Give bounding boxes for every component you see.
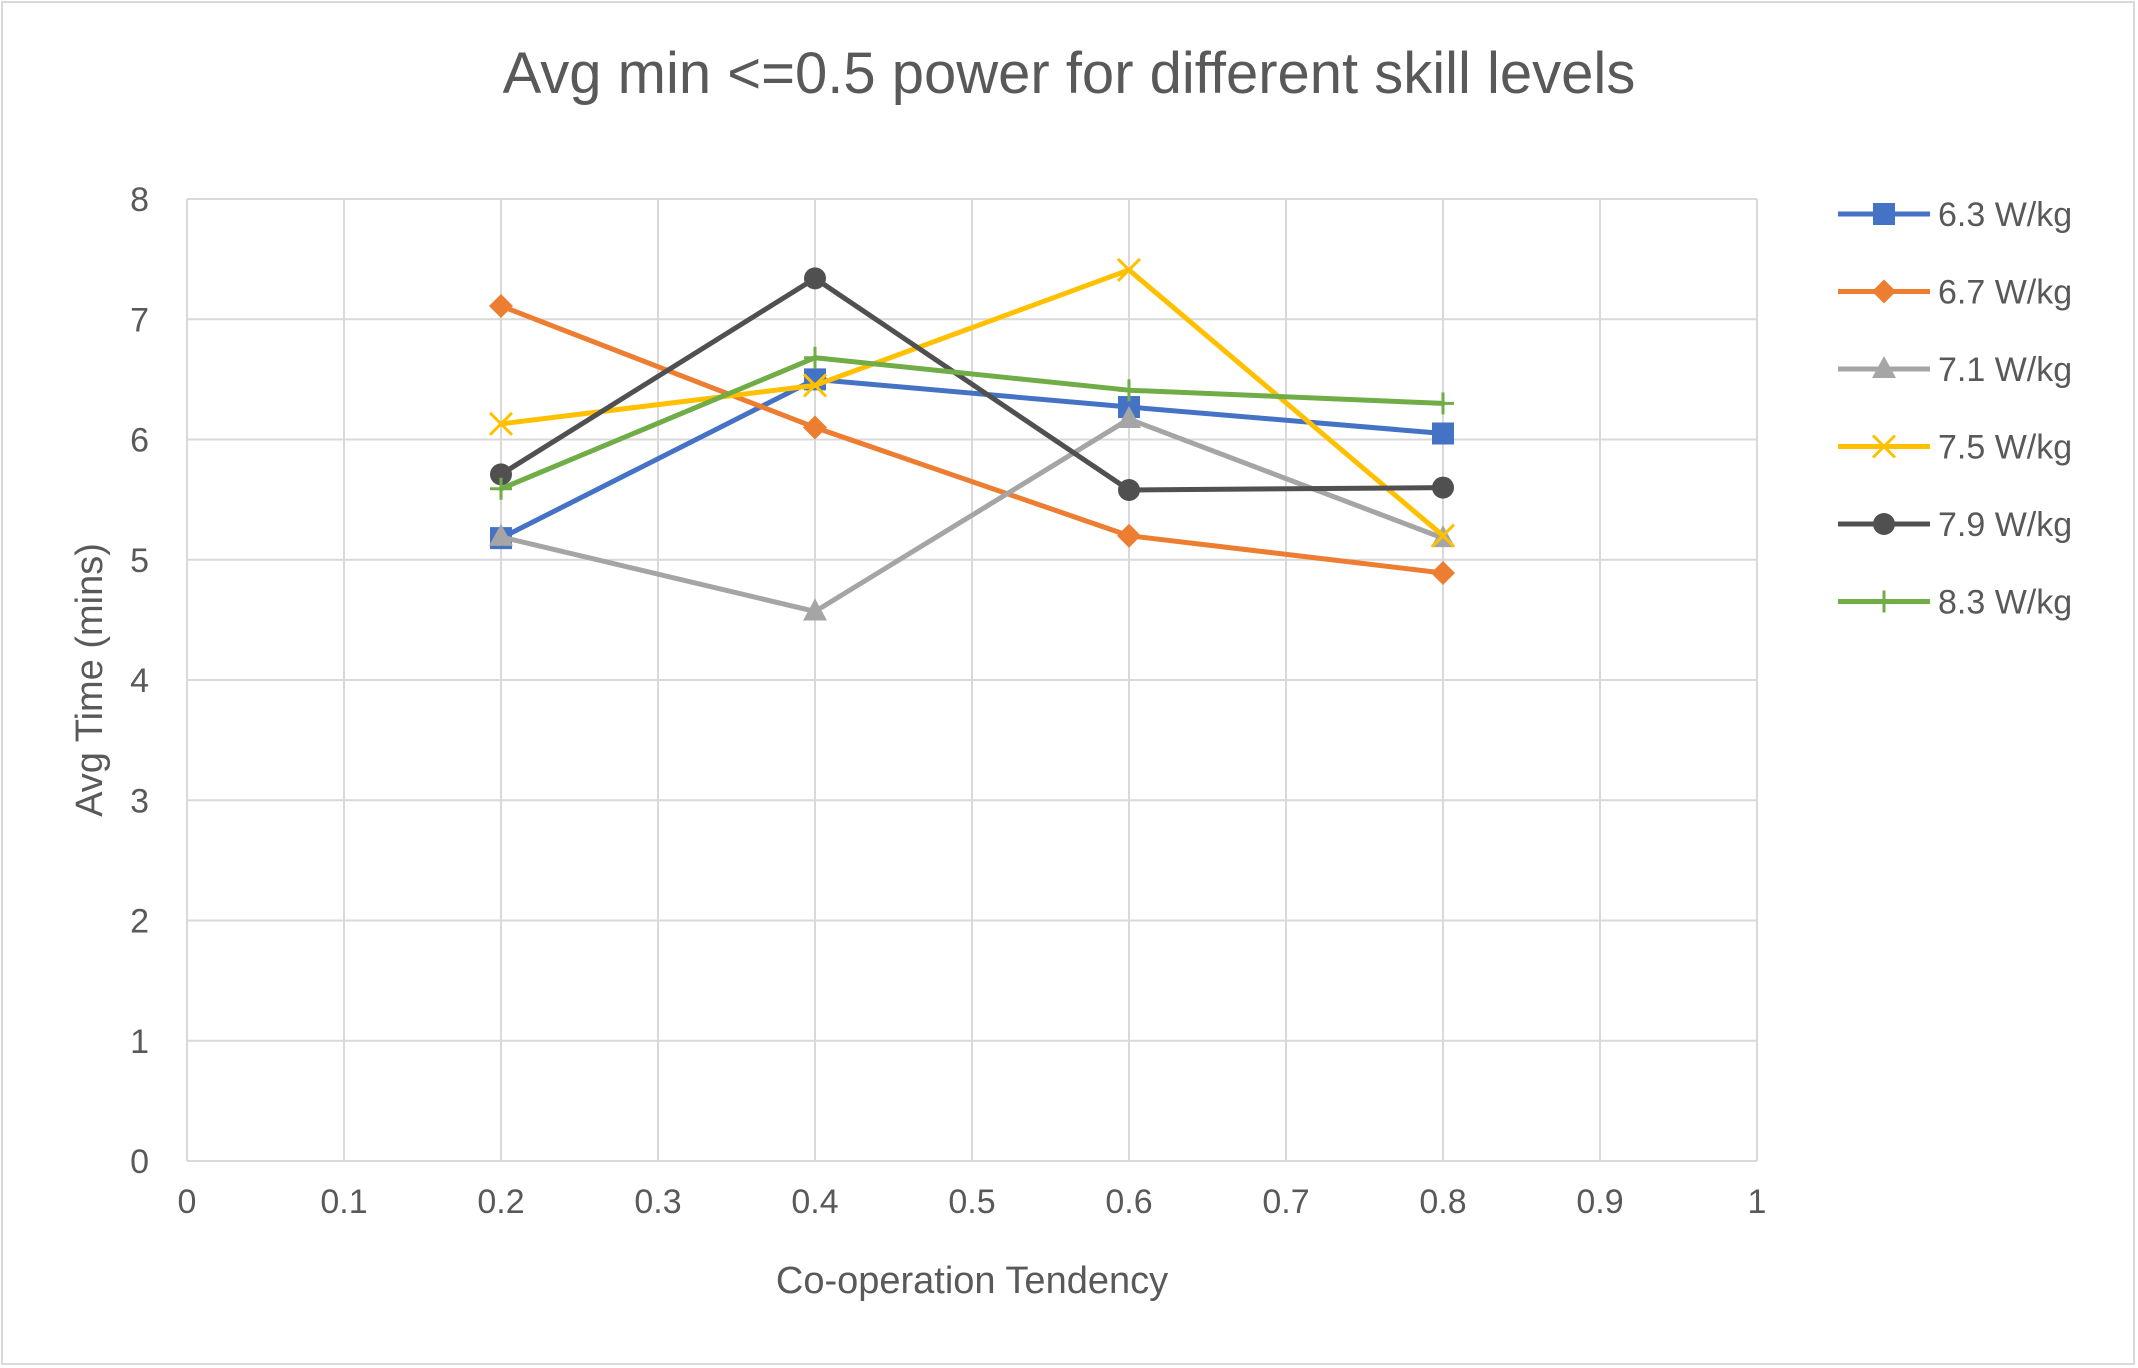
series-line (498, 303, 1446, 576)
data-point (804, 267, 826, 290)
data-point (1432, 476, 1454, 499)
data-point (489, 294, 513, 319)
data-point (490, 477, 512, 500)
series-6-7-w-kg (489, 294, 1455, 585)
x-tick-label: 1 (1748, 1183, 1767, 1221)
data-point (1117, 523, 1141, 548)
legend-marker (1872, 279, 1896, 304)
x-tick-label: 0.8 (1419, 1183, 1466, 1221)
legend-item: 7.9 W/kg (1838, 506, 2072, 544)
y-axis-title: Avg Time (mins) (69, 543, 111, 817)
x-tick-label: 0.6 (1105, 1183, 1152, 1221)
series-line (498, 275, 1446, 493)
y-tick-label: 4 (130, 662, 149, 700)
chart-title: Avg min <=0.5 power for different skill … (502, 41, 1636, 106)
x-tick-label: 0.2 (477, 1183, 524, 1221)
data-point (804, 346, 826, 369)
legend-item: 6.7 W/kg (1838, 274, 2072, 312)
y-tick-label: 3 (130, 782, 149, 820)
data-point (803, 415, 827, 440)
legend-label: 7.5 W/kg (1938, 429, 2072, 467)
legend-label: 6.3 W/kg (1938, 196, 2072, 234)
series-line (498, 376, 1446, 541)
x-tick-label: 0 (178, 1183, 197, 1221)
y-tick-label: 0 (130, 1143, 149, 1181)
x-axis-title: Co-operation Tendency (776, 1260, 1168, 1302)
y-tick-label: 7 (130, 301, 149, 339)
legend: 6.3 W/kg 6.7 W/kg 7.1 W/kg 7.5 W/kg 7.9 W/kg… (1838, 196, 2072, 622)
legend-marker (1873, 513, 1895, 535)
data-point (1118, 479, 1140, 502)
legend-marker (1873, 203, 1895, 225)
data-point (490, 463, 512, 486)
legend-item: 7.1 W/kg (1838, 351, 2072, 389)
x-tick-label: 0.3 (634, 1183, 681, 1221)
legend-marker (1871, 434, 1897, 459)
series-8-3-w-kg (490, 346, 1454, 500)
data-point (803, 598, 827, 621)
legend-item: 8.3 W/kg (1838, 584, 2072, 622)
y-tick-label: 8 (130, 181, 149, 219)
tick-labels: 0 1 2 3 4 5 6 7 8 0 0.1 0.2 0.3 0.4 0.5 0.6 0.7 0.8 0.9 1 (130, 181, 1766, 1221)
legend-label: 8.3 W/kg (1938, 584, 2072, 622)
data-point (1430, 523, 1456, 548)
data-point (1117, 406, 1141, 429)
data-point (1116, 257, 1142, 283)
legend-marker (1872, 356, 1896, 378)
legend-marker (1873, 590, 1895, 613)
series-line (498, 355, 1446, 492)
data-point (1118, 379, 1140, 402)
x-tick-label: 0.1 (320, 1183, 367, 1221)
x-tick-label: 0.4 (791, 1183, 838, 1221)
legend-item: 6.3 W/kg (1838, 196, 2072, 234)
legend-label: 6.7 W/kg (1938, 274, 2072, 312)
y-tick-label: 6 (130, 422, 149, 460)
y-tick-label: 5 (130, 542, 149, 580)
y-tick-label: 1 (130, 1023, 149, 1061)
x-tick-label: 0.5 (948, 1183, 995, 1221)
series-7-9-w-kg (490, 267, 1454, 502)
data-point (489, 523, 513, 546)
y-tick-label: 2 (130, 903, 149, 941)
x-tick-label: 0.9 (1576, 1183, 1623, 1221)
legend-label: 7.1 W/kg (1938, 351, 2072, 389)
gridlines (186, 198, 1758, 1162)
legend-item: 7.5 W/kg (1838, 429, 2072, 467)
series-line (498, 267, 1446, 539)
data-point (1432, 422, 1454, 445)
data-point (802, 373, 828, 398)
data-point (1431, 560, 1455, 585)
legend-label: 7.9 W/kg (1938, 506, 2072, 544)
series-line (498, 416, 1446, 614)
series-7-5-w-kg (488, 257, 1456, 548)
x-tick-label: 0.7 (1262, 1183, 1309, 1221)
data-point (1432, 392, 1454, 415)
data-point (488, 411, 514, 436)
